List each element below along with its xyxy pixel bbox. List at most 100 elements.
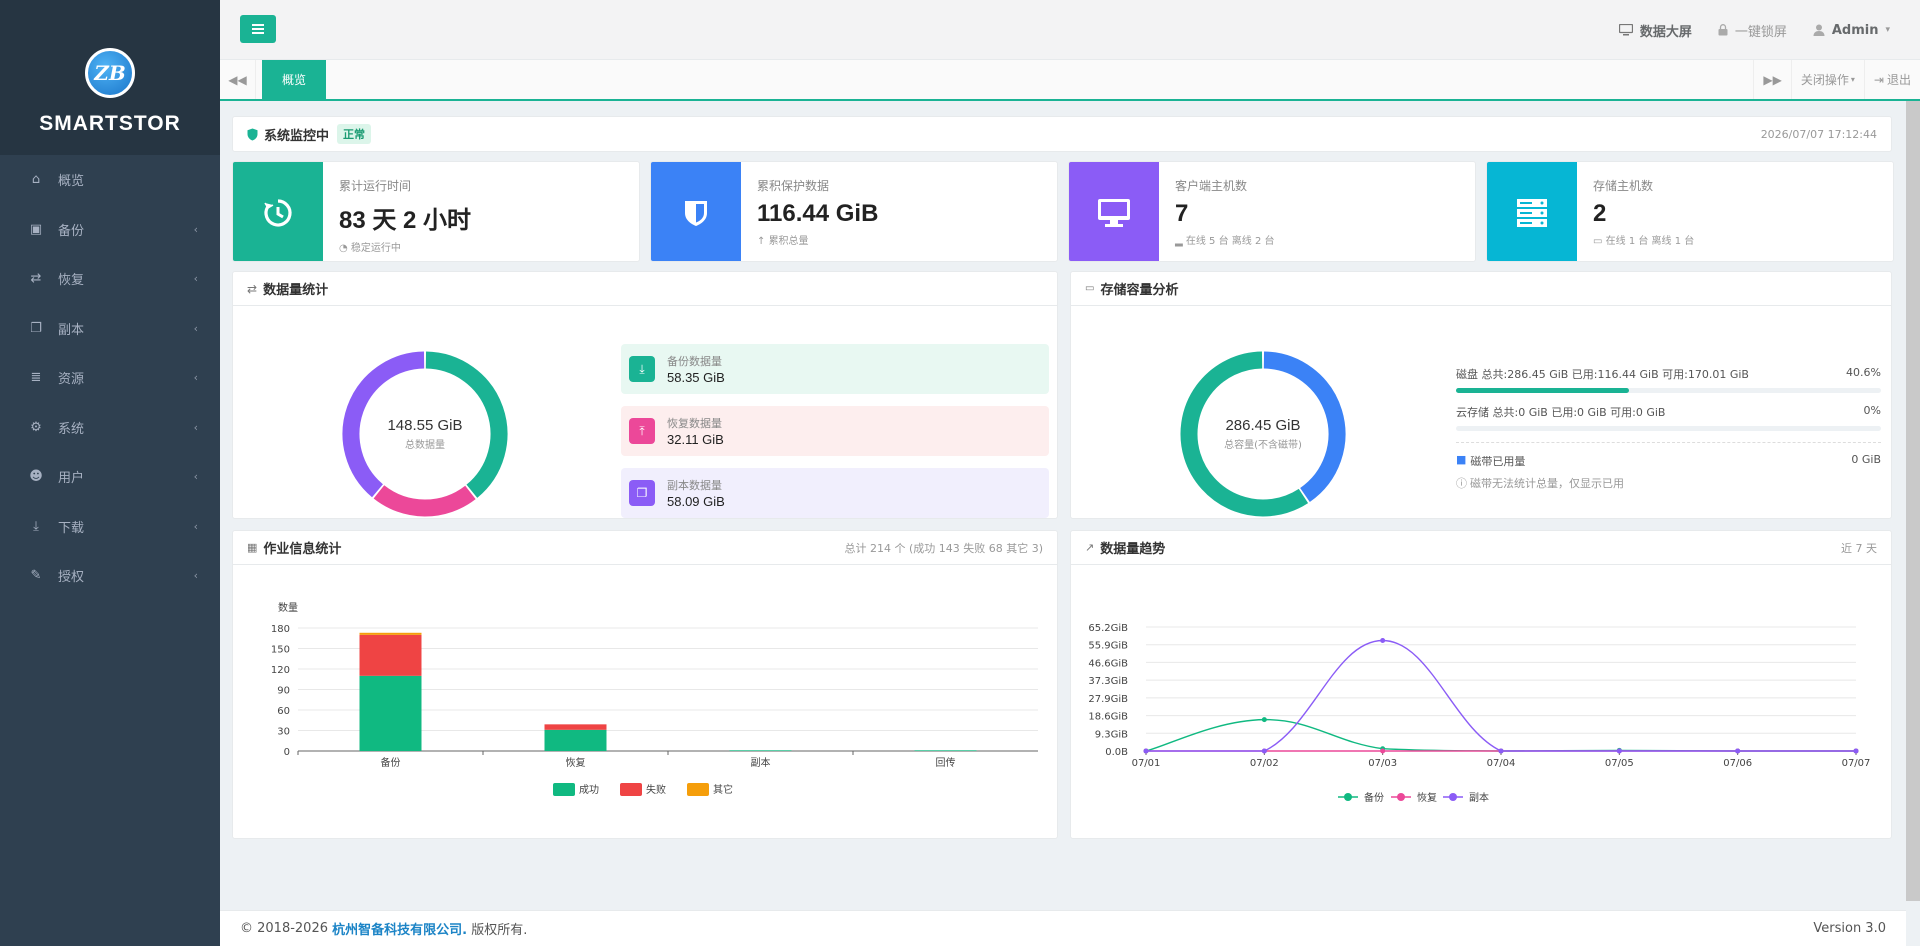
capacity-percent: 40.6% [1846,366,1881,379]
legend-marker[interactable] [1449,793,1457,801]
sidebar-item-label: 概览 [58,174,85,190]
brand-logo: ZB [85,48,135,98]
chevron-left-icon: ‹ [193,519,198,533]
tab-scroll-left-button[interactable]: ◀◀ [220,60,256,99]
data-point[interactable] [1380,748,1386,754]
data-point[interactable] [1853,748,1859,754]
donut-slice-restore[interactable] [373,485,476,517]
bar-成功[interactable] [359,675,422,751]
copy-icon: ❐ [629,480,655,506]
storage-capacity-panel: ▭ 存储容量分析 286.45 GiB 总容量(不含磁带) 磁盘 总共:286.… [1070,271,1892,519]
legend-label[interactable]: 成功 [579,784,599,796]
legend-swatch[interactable] [620,783,642,796]
rights-text: 版权所有. [471,923,528,938]
donut-slice-copy[interactable] [342,351,425,498]
shield-icon [247,128,258,140]
company-link[interactable]: 杭州智备科技有限公司. [332,923,468,938]
edit-icon: ✎ [30,568,42,584]
upload-icon: ⤒ [629,418,655,444]
data-quantity-label: 备份数据量 [667,355,722,368]
legend-marker[interactable] [1344,793,1352,801]
bar-成功[interactable] [729,750,792,751]
chevron-left-icon: ‹ [193,272,198,286]
bar-成功[interactable] [544,729,607,751]
legend-label[interactable]: 副本 [1469,791,1489,804]
stat-sub-icon: ▭ [1593,236,1606,247]
logout-icon: ⇥ [1873,72,1884,87]
sidebar: ZB SMARTSTOR ⌂ 概览 ▣ 备份 ‹ ⇄ 恢复 ‹ ❐ 副本 ‹ ≣ 资源… [0,0,220,946]
donut-slice-backup[interactable] [425,351,508,498]
legend-label[interactable]: 恢复 [1417,791,1437,804]
status-timestamp: 2026/07/07 17:12:44 [1760,127,1877,141]
top-header: 数据大屏 一键锁屏 Admin ▾ [220,0,1920,60]
sidebar-item-2[interactable]: ⇄ 恢复 ‹ [0,254,220,304]
legend-label[interactable]: 备份 [1364,791,1384,804]
bar-失败[interactable] [359,634,422,676]
legend-label[interactable]: 失败 [646,783,666,796]
data-point[interactable] [1143,748,1149,754]
bar-成功[interactable] [914,750,977,751]
bar-失败[interactable] [544,724,607,730]
legend-marker[interactable] [1397,793,1405,801]
total-capacity-label: 总容量(不含磁带) [1224,440,1302,451]
sidebar-item-6[interactable]: ☻ 用户 ‹ [0,452,220,502]
line-chart-icon: ↗ [1085,541,1095,554]
series-line-备份[interactable] [1145,718,1856,752]
trend-range: 近 7 天 [1841,541,1877,555]
data-quantity-label: 恢复数据量 [667,417,722,430]
stat-value: 116.44 GiB [757,200,879,227]
data-point[interactable] [1735,748,1741,754]
page-scrollbar[interactable] [1906,101,1920,901]
server-icon: ≣ [30,370,42,386]
sidebar-item-7[interactable]: ⤓ 下载 ‹ [0,502,220,552]
y-tick-label: 37.3GiB [1088,676,1128,687]
sidebar-item-label: 备份 [58,223,85,239]
legend-swatch[interactable] [687,783,709,796]
x-tick-label: 07/02 [1250,758,1279,769]
stat-sub-icon: ◔ [339,243,351,254]
download-icon: ⤓ [629,356,655,382]
sidebar-item-0[interactable]: ⌂ 概览 [0,155,220,205]
y-tick-label: 120 [271,665,290,676]
info-icon: ⓘ [1456,477,1467,490]
logout-button[interactable]: ⇥ 退出 [1863,60,1920,99]
legend-label[interactable]: 其它 [713,783,733,796]
lock-screen-link[interactable]: 一键锁屏 [1718,21,1787,40]
menu-toggle-button[interactable] [240,15,276,43]
big-screen-link[interactable]: 数据大屏 [1618,21,1692,40]
data-quantity-value: 58.09 GiB [667,494,725,509]
panel-title: 数据量趋势 [1100,542,1166,557]
donut-slice-used[interactable] [1263,351,1346,502]
users-icon: ☻ [29,469,43,485]
sidebar-item-8[interactable]: ✎ 授权 ‹ [0,551,220,601]
x-tick-label: 回传 [936,757,956,769]
data-point[interactable] [1261,748,1267,754]
user-icon [1813,24,1825,36]
total-capacity-value: 286.45 GiB [1225,417,1301,434]
x-tick-label: 07/07 [1842,758,1871,769]
sidebar-item-4[interactable]: ≣ 资源 ‹ [0,353,220,403]
home-icon: ⌂ [31,172,41,188]
legend-swatch[interactable] [553,783,575,796]
series-line-副本[interactable] [1146,639,1856,752]
tab-overview[interactable]: 概览 [262,60,327,99]
user-menu[interactable]: Admin ▾ [1813,23,1890,38]
sidebar-item-1[interactable]: ▣ 备份 ‹ [0,205,220,255]
stat-value: 2 [1593,200,1607,227]
download-icon: ⤓ [33,518,39,534]
shield-icon [651,162,741,261]
sidebar-item-5[interactable]: ⚙ 系统 ‹ [0,403,220,453]
sidebar-item-3[interactable]: ❐ 副本 ‹ [0,304,220,354]
capacity-bar [1456,388,1881,393]
trend-panel: ↗ 数据量趋势 近 7 天 0.0B 9.3GiB 18.6GiB 27.9GiB 37… [1070,530,1892,839]
data-point[interactable] [1261,717,1267,723]
stat-label: 客户端主机数 [1175,179,1248,193]
close-ops-dropdown[interactable]: 关闭操作 ▾ [1790,60,1864,99]
data-point[interactable] [1380,638,1386,644]
donut-slice-free[interactable] [1180,351,1309,517]
status-title: 系统监控中 [264,128,330,144]
data-point[interactable] [1498,748,1504,754]
bar-其它[interactable] [359,632,422,635]
data-point[interactable] [1616,748,1622,754]
tab-scroll-right-button[interactable]: ▶▶ [1753,60,1790,99]
